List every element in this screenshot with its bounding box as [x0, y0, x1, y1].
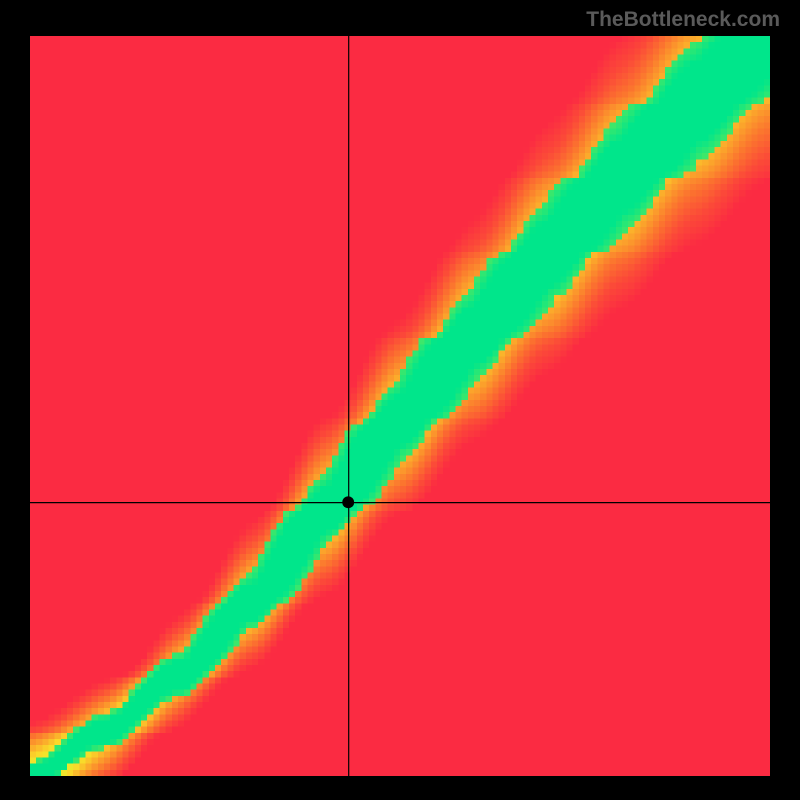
crosshair-overlay [30, 36, 770, 776]
watermark-text: TheBottleneck.com [586, 8, 780, 32]
bottleneck-chart-container: TheBottleneck.com [0, 0, 800, 800]
heatmap-plot-area [30, 36, 770, 776]
